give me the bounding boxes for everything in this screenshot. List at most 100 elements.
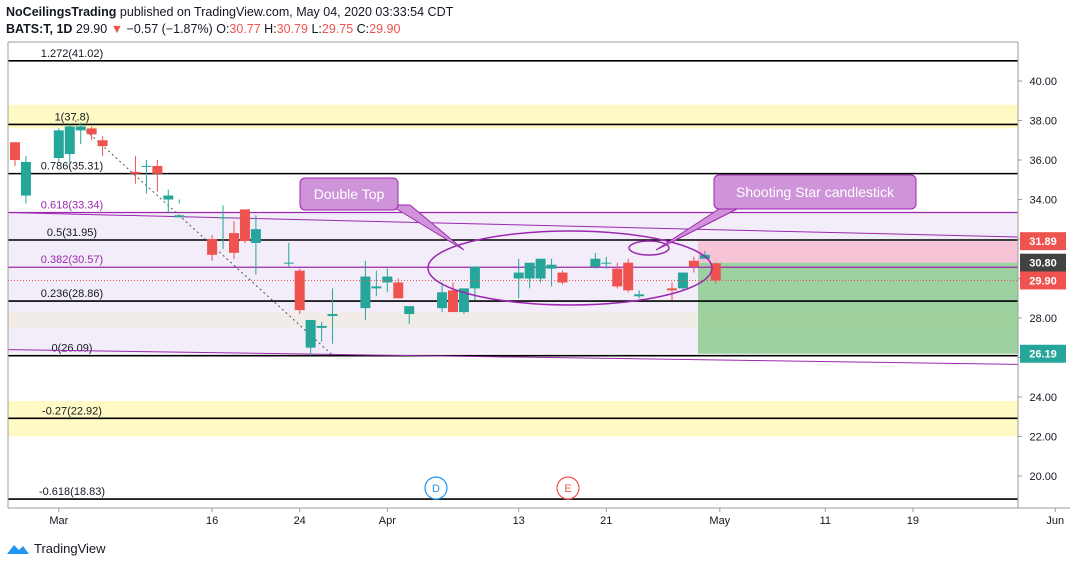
- close-label: C:: [356, 22, 370, 36]
- tradingview-logo-icon: [7, 544, 29, 554]
- low-value: 29.75: [321, 22, 354, 36]
- callout-box: [299, 177, 399, 211]
- candle-body[interactable]: [53, 130, 64, 159]
- candle-body[interactable]: [239, 209, 250, 241]
- candle-body[interactable]: [327, 314, 338, 317]
- price-tag: [1020, 271, 1066, 290]
- dividend-marker[interactable]: [424, 476, 448, 500]
- down-arrow-icon: ▼: [110, 22, 124, 36]
- candle-body[interactable]: [64, 126, 75, 155]
- candle-body[interactable]: [393, 282, 404, 299]
- double-top-ellipse: [427, 230, 713, 306]
- candle-body[interactable]: [218, 217, 229, 219]
- fib-label: -0.27(22.92): [42, 405, 102, 417]
- earnings-marker[interactable]: [556, 476, 580, 500]
- candle-body[interactable]: [688, 260, 699, 267]
- candle-body[interactable]: [382, 276, 393, 283]
- fib-label: 0.5(31.95): [47, 227, 97, 239]
- price-change: −0.57 (−1.87%): [126, 22, 213, 36]
- callout-double-top: Double Top: [314, 186, 385, 202]
- price-tick-label: 22.00: [1029, 432, 1057, 444]
- time-tick-label: Mar: [49, 515, 68, 527]
- candle-body[interactable]: [250, 229, 261, 243]
- high-label: H:: [264, 22, 277, 36]
- price-tick-label: 38.00: [1029, 116, 1057, 128]
- fib-label: 0(26.09): [52, 343, 93, 355]
- candle-body[interactable]: [458, 288, 469, 313]
- time-tick-label: 13: [513, 515, 525, 527]
- candle-body[interactable]: [667, 288, 677, 291]
- callout-shooting-star: Shooting Star candlestick: [736, 184, 895, 200]
- symbol-info-bar: BATS:T, 1D 29.90 ▼ −0.57 (−1.87%) O:30.7…: [6, 21, 400, 38]
- candle-body[interactable]: [546, 264, 557, 269]
- candle-body[interactable]: [601, 262, 612, 264]
- candle-body[interactable]: [710, 263, 721, 281]
- fib-label: 1(37.8): [55, 111, 90, 123]
- candle-body[interactable]: [305, 319, 316, 348]
- candle-body[interactable]: [612, 268, 623, 287]
- price-tag-label: 31.89: [1029, 236, 1057, 248]
- time-tick-label: 24: [294, 515, 306, 527]
- candle-body[interactable]: [524, 262, 535, 279]
- candle-body[interactable]: [283, 262, 294, 264]
- candle-body[interactable]: [163, 195, 174, 200]
- candle-body[interactable]: [141, 165, 152, 167]
- candle-body[interactable]: [535, 258, 546, 279]
- take-profit-zone: [698, 262, 1018, 354]
- candle-body[interactable]: [86, 128, 97, 135]
- candle-body[interactable]: [10, 142, 20, 160]
- trend-line: [74, 120, 334, 356]
- fib-label: 1.272(41.02): [41, 48, 103, 60]
- candle-body[interactable]: [448, 290, 458, 313]
- price-tag: [1020, 232, 1066, 251]
- candle-body[interactable]: [229, 233, 239, 253]
- candle-body[interactable]: [207, 239, 218, 255]
- shooting-star-ellipse: [628, 240, 670, 256]
- fib-band-upper: [8, 104, 1018, 129]
- candle-body[interactable]: [97, 140, 108, 147]
- symbol-ticker[interactable]: BATS:T, 1D: [6, 22, 73, 36]
- time-tick-label: 19: [907, 515, 919, 527]
- candle-body[interactable]: [174, 215, 185, 218]
- candle-body[interactable]: [590, 258, 601, 267]
- price-tick-label: 28.00: [1029, 313, 1057, 325]
- candle-body[interactable]: [152, 165, 163, 174]
- candle-body[interactable]: [360, 276, 371, 309]
- candle-body[interactable]: [316, 325, 327, 328]
- fib-label: 0.786(35.31): [41, 161, 103, 173]
- candle-body[interactable]: [294, 270, 305, 311]
- price-tag-label: 29.90: [1029, 275, 1057, 287]
- fib-label: 0.382(30.57): [41, 254, 103, 266]
- candle-body[interactable]: [371, 286, 382, 289]
- price-tag-label: 26.19: [1029, 349, 1057, 361]
- price-tag: [1020, 253, 1066, 272]
- time-tick-label: 21: [600, 515, 612, 527]
- author-name[interactable]: NoCeilingsTrading: [6, 5, 117, 19]
- candle-body[interactable]: [513, 272, 524, 279]
- candle-body[interactable]: [20, 161, 31, 196]
- candle-body[interactable]: [469, 266, 480, 289]
- open-value: 30.77: [229, 22, 261, 36]
- candle-body[interactable]: [623, 262, 634, 291]
- candle-body[interactable]: [437, 292, 448, 309]
- candle-body[interactable]: [634, 294, 645, 297]
- price-tick-label: 34.00: [1029, 195, 1057, 207]
- candle-body[interactable]: [75, 126, 86, 131]
- candle-body[interactable]: [677, 272, 688, 289]
- price-tag: [1020, 344, 1066, 363]
- price-tick-label: 24.00: [1029, 392, 1057, 404]
- candle-body[interactable]: [557, 272, 568, 283]
- candle-body[interactable]: [404, 306, 415, 315]
- low-label: L:: [311, 22, 322, 36]
- publish-header: NoCeilingsTrading published on TradingVi…: [6, 4, 453, 21]
- time-tick-label: 16: [206, 515, 218, 527]
- fib-label: -0.618(18.83): [39, 486, 105, 498]
- channel-line-bottom: [7, 349, 1019, 365]
- candle-body[interactable]: [130, 171, 141, 174]
- callout-box: [713, 174, 917, 210]
- brand-name[interactable]: TradingView: [34, 541, 106, 556]
- high-value: 30.79: [276, 22, 308, 36]
- price-tick-label: 20.00: [1029, 471, 1057, 483]
- fib-label: 0.618(33.34): [41, 200, 103, 212]
